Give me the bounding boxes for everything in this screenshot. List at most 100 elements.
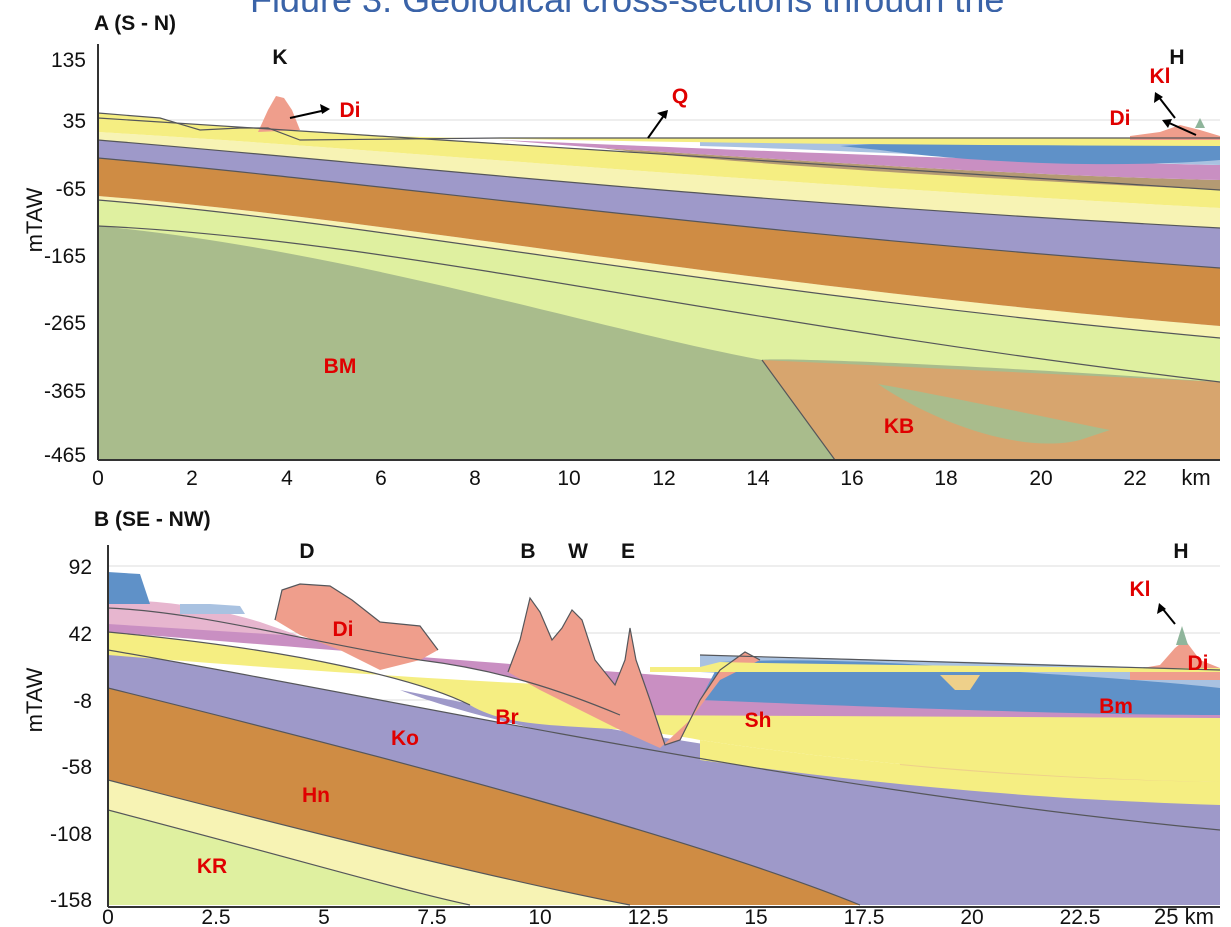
unit-label-q: Q xyxy=(672,85,688,108)
layer-orange xyxy=(108,688,860,905)
x-tick-label: 20 xyxy=(960,906,983,927)
location-label-b: B xyxy=(520,540,535,563)
layer-lightblue-top xyxy=(180,604,245,614)
layer-pink xyxy=(500,140,1220,180)
y-tick-label: 92 xyxy=(69,556,92,579)
x-tick-label: 12 xyxy=(652,467,675,490)
y-tick-label: -108 xyxy=(50,823,92,846)
panel-b: B (SE - NW) mTAW 92 42 -8 -58 -108 -158 … xyxy=(22,508,1220,927)
layer-diorite-h xyxy=(1130,125,1220,140)
unit-label-sh: Sh xyxy=(745,709,772,732)
x-tick-label: 17.5 xyxy=(844,906,885,927)
layer-yellow-top xyxy=(98,113,1220,146)
location-label-h: H xyxy=(1169,46,1184,69)
x-tick-label: 2.5 xyxy=(201,906,230,927)
x-tick-label: 12.5 xyxy=(628,906,669,927)
x-tick-label: 22.5 xyxy=(1060,906,1101,927)
x-tick-label: 7.5 xyxy=(417,906,446,927)
x-tick-label: 18 xyxy=(934,467,957,490)
x-tick-label: 22 xyxy=(1123,467,1146,490)
y-tick-label: 35 xyxy=(63,110,86,133)
unit-label-di: Di xyxy=(1188,652,1209,675)
x-tick-label: 5 xyxy=(318,906,330,927)
layer-orange xyxy=(98,158,1220,326)
layer-diorite-d xyxy=(275,584,438,670)
panel-a: A (S - N) mTAW 135 35 -65 -165 -265 -365… xyxy=(22,12,1220,490)
x-tick-label: 16 xyxy=(840,467,863,490)
y-tick-label: 42 xyxy=(69,623,92,646)
figure-title-fragment: Figure 3. Geological cross-sections thro… xyxy=(250,0,1010,12)
layer-lightgreen xyxy=(108,810,470,905)
x-tick-label: 2 xyxy=(186,467,198,490)
layer-yellow xyxy=(98,118,1220,208)
layer-yellow-top xyxy=(650,662,1220,672)
x-tick-label: 8 xyxy=(469,467,481,490)
layer-purple-1 xyxy=(98,140,1220,268)
unit-label-kb: KB xyxy=(884,415,914,438)
y-tick-label: -58 xyxy=(62,756,92,779)
panel-a-title: A (S - N) xyxy=(94,12,176,35)
x-tick-label: 6 xyxy=(375,467,387,490)
panel-a-arrows xyxy=(289,92,1197,139)
unit-label-kl: Kl xyxy=(1130,578,1151,601)
unit-label-bm: BM xyxy=(324,355,357,378)
panel-b-x-ticks: 0 2.5 5 7.5 10 12.5 15 17.5 20 22.5 25 k… xyxy=(102,904,1214,927)
x-tick-label: 10 xyxy=(528,906,551,927)
panel-b-y-ticks: 92 42 -8 -58 -108 -158 xyxy=(50,556,92,912)
unit-label-kr: KR xyxy=(197,855,227,878)
location-label-h: H xyxy=(1173,540,1188,563)
layer-grey-green-h xyxy=(1176,626,1188,645)
x-tick-label: 14 xyxy=(746,467,770,490)
location-label-w: W xyxy=(568,540,588,563)
panel-b-y-axis-label: mTAW xyxy=(22,667,47,732)
layer-pink-top xyxy=(108,600,300,636)
panel-b-arrows xyxy=(1157,603,1176,625)
layer-lightgreen xyxy=(98,200,1220,382)
location-label-e: E xyxy=(621,540,635,563)
location-label-k: K xyxy=(272,46,287,69)
layer-blue-top xyxy=(108,572,150,604)
layer-cream-2 xyxy=(98,132,1220,228)
panel-a-y-axis-label: mTAW xyxy=(22,187,47,252)
panel-b-title: B (SE - NW) xyxy=(94,508,211,531)
panel-b-layers xyxy=(108,565,1220,906)
unit-label-di: Di xyxy=(1110,107,1131,130)
x-tick-label: 10 xyxy=(557,467,580,490)
layer-grey-green-h xyxy=(1195,118,1205,128)
y-tick-label: -65 xyxy=(56,178,86,201)
unit-label-br: Br xyxy=(495,706,518,729)
unit-label-bm: Bm xyxy=(1099,695,1133,718)
x-tick-label: 20 xyxy=(1029,467,1052,490)
y-tick-label: -265 xyxy=(44,312,86,335)
y-tick-label: -365 xyxy=(44,380,86,403)
layer-diorite-k xyxy=(258,96,300,132)
x-tick-label: 4 xyxy=(281,467,293,490)
unit-label-ko: Ko xyxy=(391,727,419,750)
y-tick-label: -8 xyxy=(73,690,92,713)
layer-purple xyxy=(108,650,1220,905)
x-tick-label: 0 xyxy=(92,467,104,490)
x-unit-label: 25 km xyxy=(1154,904,1214,927)
y-tick-label: 135 xyxy=(51,49,86,72)
unit-label-di: Di xyxy=(340,99,361,122)
panel-a-layers xyxy=(98,96,1220,460)
layer-blue xyxy=(840,140,1220,165)
unit-label-kl: Kl xyxy=(1150,65,1171,88)
x-unit-label: km xyxy=(1181,465,1210,490)
y-tick-label: -465 xyxy=(44,444,86,467)
layer-peach-top xyxy=(940,675,980,690)
x-tick-label: 15 xyxy=(744,906,767,927)
figure-title-text: Figure 3. Geological cross-sections thro… xyxy=(250,0,1010,12)
panel-a-x-ticks: 0 2 4 6 8 10 12 14 16 18 20 22 km xyxy=(92,465,1211,490)
unit-label-hn: Hn xyxy=(302,784,330,807)
layer-diorite-bwe xyxy=(508,598,760,748)
layer-basement-lens xyxy=(878,384,1110,444)
layer-cream xyxy=(98,196,1220,338)
y-tick-label: -158 xyxy=(50,889,92,912)
panel-a-y-ticks: 135 35 -65 -165 -265 -365 -465 xyxy=(44,49,86,467)
x-tick-label: 0 xyxy=(102,906,114,927)
unit-label-di: Di xyxy=(333,618,354,641)
y-tick-label: -165 xyxy=(44,245,86,268)
location-label-d: D xyxy=(299,540,314,563)
